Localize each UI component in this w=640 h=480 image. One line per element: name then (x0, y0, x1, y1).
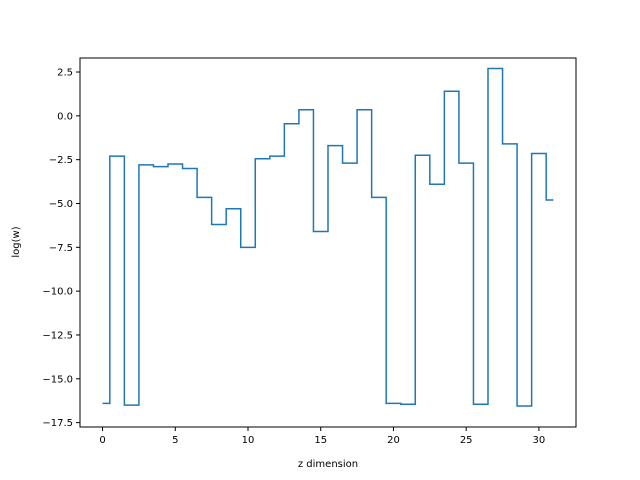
y-tick-label: −12.5 (42, 330, 73, 341)
y-tick-label: −10.0 (42, 287, 73, 298)
x-tick-label: 20 (387, 435, 400, 446)
y-tick-label: −15.0 (42, 374, 73, 385)
x-tick-label: 25 (460, 435, 473, 446)
x-tick-label: 15 (314, 435, 327, 446)
x-tick-label: 30 (533, 435, 546, 446)
y-tick-label: 0.0 (57, 111, 73, 122)
y-tick-label: 2.5 (57, 68, 73, 79)
plot-area (102, 67, 554, 407)
series-step-line (102, 67, 554, 407)
y-tick-label: −7.5 (49, 243, 73, 254)
x-tick-label: 5 (172, 435, 178, 446)
axes-frame (79, 57, 577, 428)
axis-ticks: 0 5 10 15 20 25 30 2.5 0.0 −2.5 −5.0 −7.5 −10.0 −12.5… (42, 68, 545, 446)
y-tick-label: −5.0 (49, 199, 73, 210)
x-tick-label: 0 (99, 435, 105, 446)
x-tick-label: 10 (242, 435, 255, 446)
x-axis-label: z dimension (298, 459, 358, 470)
y-tick-label: −17.5 (42, 418, 73, 429)
y-tick-label: −2.5 (49, 155, 73, 166)
y-axis-label: log(w) (11, 226, 22, 257)
